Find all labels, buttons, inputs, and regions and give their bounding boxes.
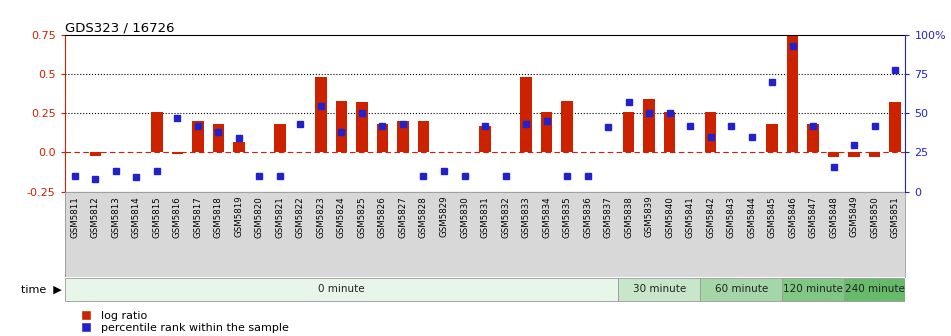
Text: GSM5836: GSM5836 [583, 196, 592, 238]
Bar [541, 112, 553, 153]
Text: 60 minute: 60 minute [715, 284, 768, 294]
Bar [786, 31, 798, 153]
Text: GSM5830: GSM5830 [460, 196, 469, 238]
Text: GSM5832: GSM5832 [501, 196, 510, 238]
Bar [233, 141, 244, 153]
Text: GSM5843: GSM5843 [727, 196, 735, 238]
Text: GSM5820: GSM5820 [255, 196, 264, 238]
Bar [213, 124, 224, 153]
Text: GSM5812: GSM5812 [91, 196, 100, 238]
Bar [479, 126, 491, 153]
Text: GSM5841: GSM5841 [686, 196, 694, 238]
Text: GSM5835: GSM5835 [563, 196, 572, 238]
Text: GSM5844: GSM5844 [747, 196, 756, 238]
Text: GDS323 / 16726: GDS323 / 16726 [65, 21, 174, 34]
Text: GSM5825: GSM5825 [358, 196, 366, 238]
Text: GSM5840: GSM5840 [665, 196, 674, 238]
Text: GSM5845: GSM5845 [767, 196, 777, 238]
Text: GSM5824: GSM5824 [337, 196, 346, 238]
Text: GSM5818: GSM5818 [214, 196, 223, 238]
Bar [336, 101, 347, 153]
Bar [664, 112, 675, 153]
Text: GSM5826: GSM5826 [378, 196, 387, 238]
FancyBboxPatch shape [65, 279, 618, 301]
Text: time  ▶: time ▶ [21, 284, 62, 294]
Text: GSM5817: GSM5817 [193, 196, 203, 238]
Text: GSM5850: GSM5850 [870, 196, 879, 238]
Text: GSM5819: GSM5819 [235, 196, 243, 238]
Text: GSM5833: GSM5833 [521, 196, 531, 238]
Text: GSM5815: GSM5815 [152, 196, 162, 238]
Text: 120 minute: 120 minute [783, 284, 843, 294]
Text: GSM5847: GSM5847 [808, 196, 818, 238]
Text: GSM5814: GSM5814 [132, 196, 141, 238]
Text: GSM5848: GSM5848 [829, 196, 838, 238]
Bar [807, 124, 819, 153]
Text: GSM5838: GSM5838 [624, 196, 633, 238]
Legend: log ratio, percentile rank within the sample: log ratio, percentile rank within the sa… [70, 306, 294, 336]
Bar [869, 153, 881, 157]
Text: GSM5851: GSM5851 [890, 196, 900, 238]
Text: GSM5842: GSM5842 [706, 196, 715, 238]
Bar [623, 112, 634, 153]
Text: GSM5829: GSM5829 [439, 196, 449, 238]
FancyBboxPatch shape [783, 279, 844, 301]
Text: 30 minute: 30 minute [632, 284, 686, 294]
Bar [417, 121, 429, 153]
Bar [561, 101, 573, 153]
FancyBboxPatch shape [844, 279, 905, 301]
Bar [192, 121, 204, 153]
Text: GSM5846: GSM5846 [788, 196, 797, 238]
Text: GSM5813: GSM5813 [111, 196, 121, 238]
Bar [316, 78, 326, 153]
Text: GSM5828: GSM5828 [419, 196, 428, 238]
Bar [889, 102, 901, 153]
Text: GSM5811: GSM5811 [70, 196, 80, 238]
Text: GSM5837: GSM5837 [604, 196, 612, 238]
Text: GSM5822: GSM5822 [296, 196, 305, 238]
Text: 240 minute: 240 minute [844, 284, 904, 294]
Bar [398, 121, 409, 153]
Text: GSM5827: GSM5827 [398, 196, 407, 238]
Bar [767, 124, 778, 153]
Text: GSM5831: GSM5831 [480, 196, 490, 238]
Text: GSM5849: GSM5849 [849, 196, 859, 238]
FancyBboxPatch shape [700, 279, 783, 301]
Text: GSM5823: GSM5823 [317, 196, 325, 238]
Bar [705, 112, 716, 153]
Bar [828, 153, 839, 157]
Text: GSM5839: GSM5839 [645, 196, 653, 238]
Bar [357, 102, 368, 153]
Bar [520, 78, 532, 153]
Bar [644, 99, 654, 153]
Bar [89, 153, 101, 156]
Bar [172, 153, 184, 154]
Bar [274, 124, 285, 153]
Bar [151, 112, 163, 153]
Text: GSM5816: GSM5816 [173, 196, 182, 238]
Text: GSM5834: GSM5834 [542, 196, 551, 238]
FancyBboxPatch shape [618, 279, 700, 301]
Bar [848, 153, 860, 157]
Text: GSM5821: GSM5821 [276, 196, 284, 238]
Bar [377, 124, 388, 153]
Text: 0 minute: 0 minute [319, 284, 365, 294]
